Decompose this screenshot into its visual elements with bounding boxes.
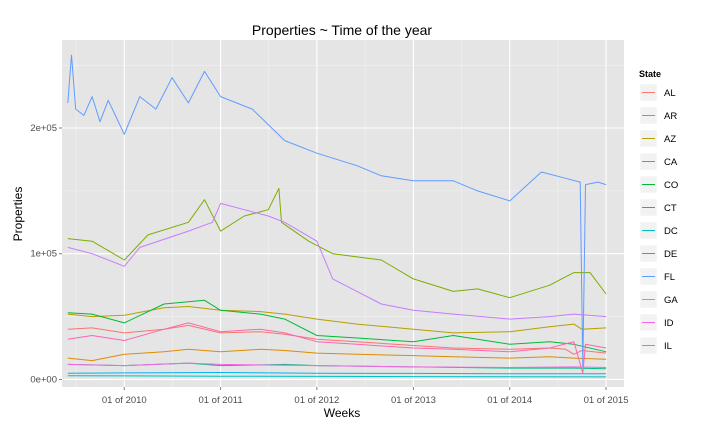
chart-title: Properties ~ Time of the year: [252, 22, 432, 38]
x-tick-label: 01 of 2012: [294, 395, 339, 406]
series-line-il: [67, 322, 607, 374]
legend-label-al: AL: [664, 88, 676, 99]
y-axis-ticks: 0e+00 1e+05 2e+05: [30, 123, 62, 385]
y-tick-label: 1e+05: [30, 249, 57, 260]
legend: State AL AR AZ CA CO CT DC DE FL GA ID IL: [639, 69, 678, 355]
legend-label-ct: CT: [664, 203, 677, 214]
series-line-id: [67, 362, 607, 368]
y-tick-label: 0e+00: [30, 374, 57, 385]
series-line-fl: [67, 54, 607, 368]
series-line-ga: [67, 202, 607, 320]
legend-label-ga: GA: [664, 295, 678, 306]
series-line-ar: [67, 348, 607, 362]
x-tick-label: 01 of 2010: [102, 395, 147, 406]
legend-label-az: AZ: [664, 134, 676, 145]
legend-label-de: DE: [664, 249, 677, 260]
x-axis-ticks: 01 of 2010 01 of 2011 01 of 2012 01 of 2013…: [102, 387, 629, 406]
legend-label-ar: AR: [664, 111, 677, 122]
legend-label-fl: FL: [664, 272, 675, 283]
x-tick-label: 01 of 2015: [584, 395, 629, 406]
y-tick-label: 2e+05: [30, 123, 57, 134]
series-line-ca: [67, 187, 607, 299]
x-axis-title: Weeks: [324, 406, 360, 420]
x-tick-label: 01 of 2011: [198, 395, 242, 406]
series-line-al: [67, 324, 607, 355]
legend-label-ca: CA: [664, 157, 678, 168]
series-line-dc: [67, 375, 607, 378]
minor-gridlines: [62, 40, 624, 387]
legend-label-co: CO: [664, 180, 678, 191]
series-line-de: [67, 372, 607, 375]
series-lines: [67, 54, 607, 378]
series-line-co: [67, 299, 607, 353]
x-tick-label: 01 of 2013: [391, 395, 436, 406]
legend-label-id: ID: [664, 318, 674, 329]
x-tick-label: 01 of 2014: [487, 395, 532, 406]
legend-label-dc: DC: [664, 226, 678, 237]
legend-label-il: IL: [664, 341, 672, 352]
legend-title: State: [639, 69, 661, 79]
y-axis-title: Properties: [11, 187, 25, 242]
plot-panel: [62, 40, 624, 387]
